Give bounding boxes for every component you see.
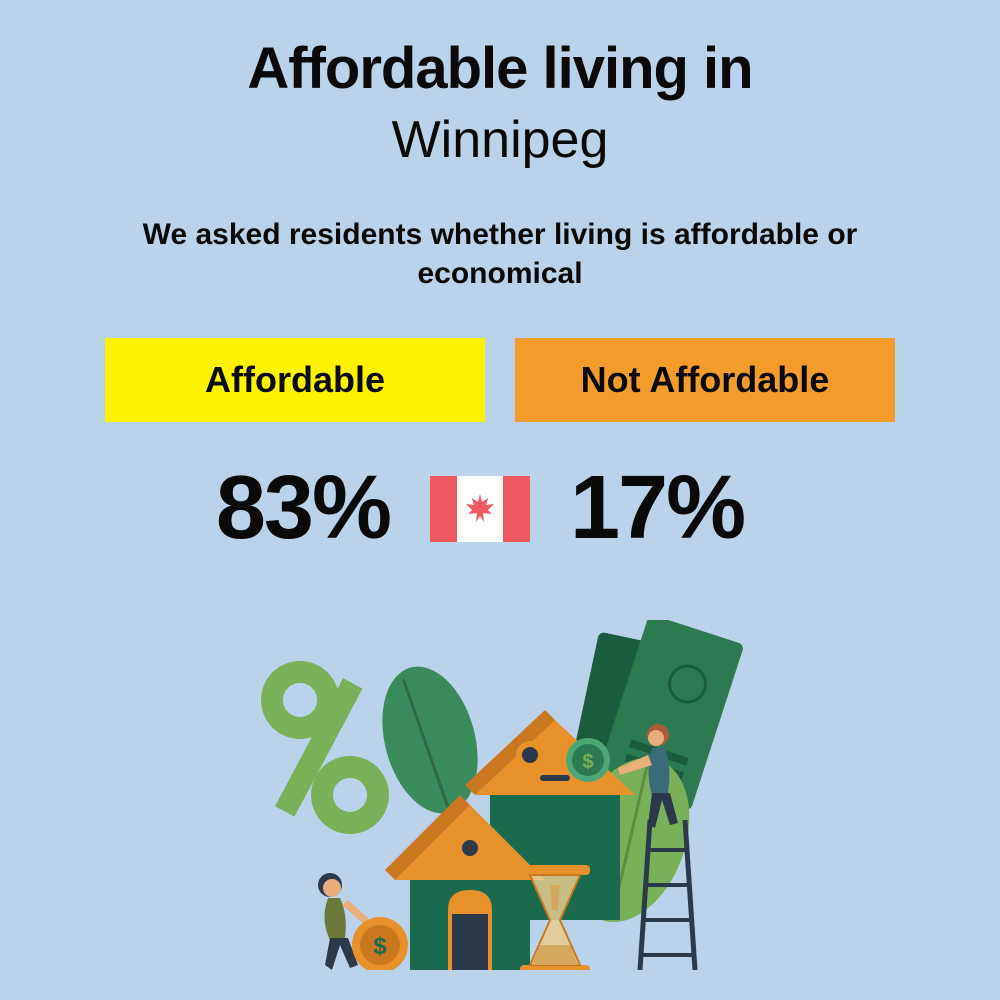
option-not-affordable: Not Affordable (515, 338, 895, 422)
options-row: Affordable Not Affordable (105, 338, 895, 422)
maple-leaf-icon (464, 492, 496, 526)
title-line1: Affordable living in (247, 35, 752, 102)
person-left-icon: $ (318, 873, 408, 970)
housing-illustration: $ $ (200, 620, 800, 970)
title-line2: Winnipeg (392, 110, 609, 170)
option-affordable: Affordable (105, 338, 485, 422)
illustration-svg: $ $ (200, 620, 800, 970)
percent-icon (272, 672, 378, 823)
svg-text:$: $ (373, 933, 387, 960)
label-affordable: Affordable (105, 338, 485, 422)
percent-affordable: 83% (216, 457, 390, 560)
stats-row: 83% 17% (0, 457, 1000, 560)
flag-center (457, 492, 503, 526)
flag-bar-right (503, 476, 530, 542)
svg-text:$: $ (582, 751, 593, 773)
canada-flag-icon (430, 476, 530, 542)
coin-slot-icon: $ (566, 738, 610, 782)
label-not-affordable: Not Affordable (515, 338, 895, 422)
subtitle-text: We asked residents whether living is aff… (140, 215, 860, 293)
percent-not-affordable: 17% (570, 457, 744, 560)
flag-bar-left (430, 476, 457, 542)
infographic-container: Affordable living in Winnipeg We asked r… (0, 0, 1000, 1000)
